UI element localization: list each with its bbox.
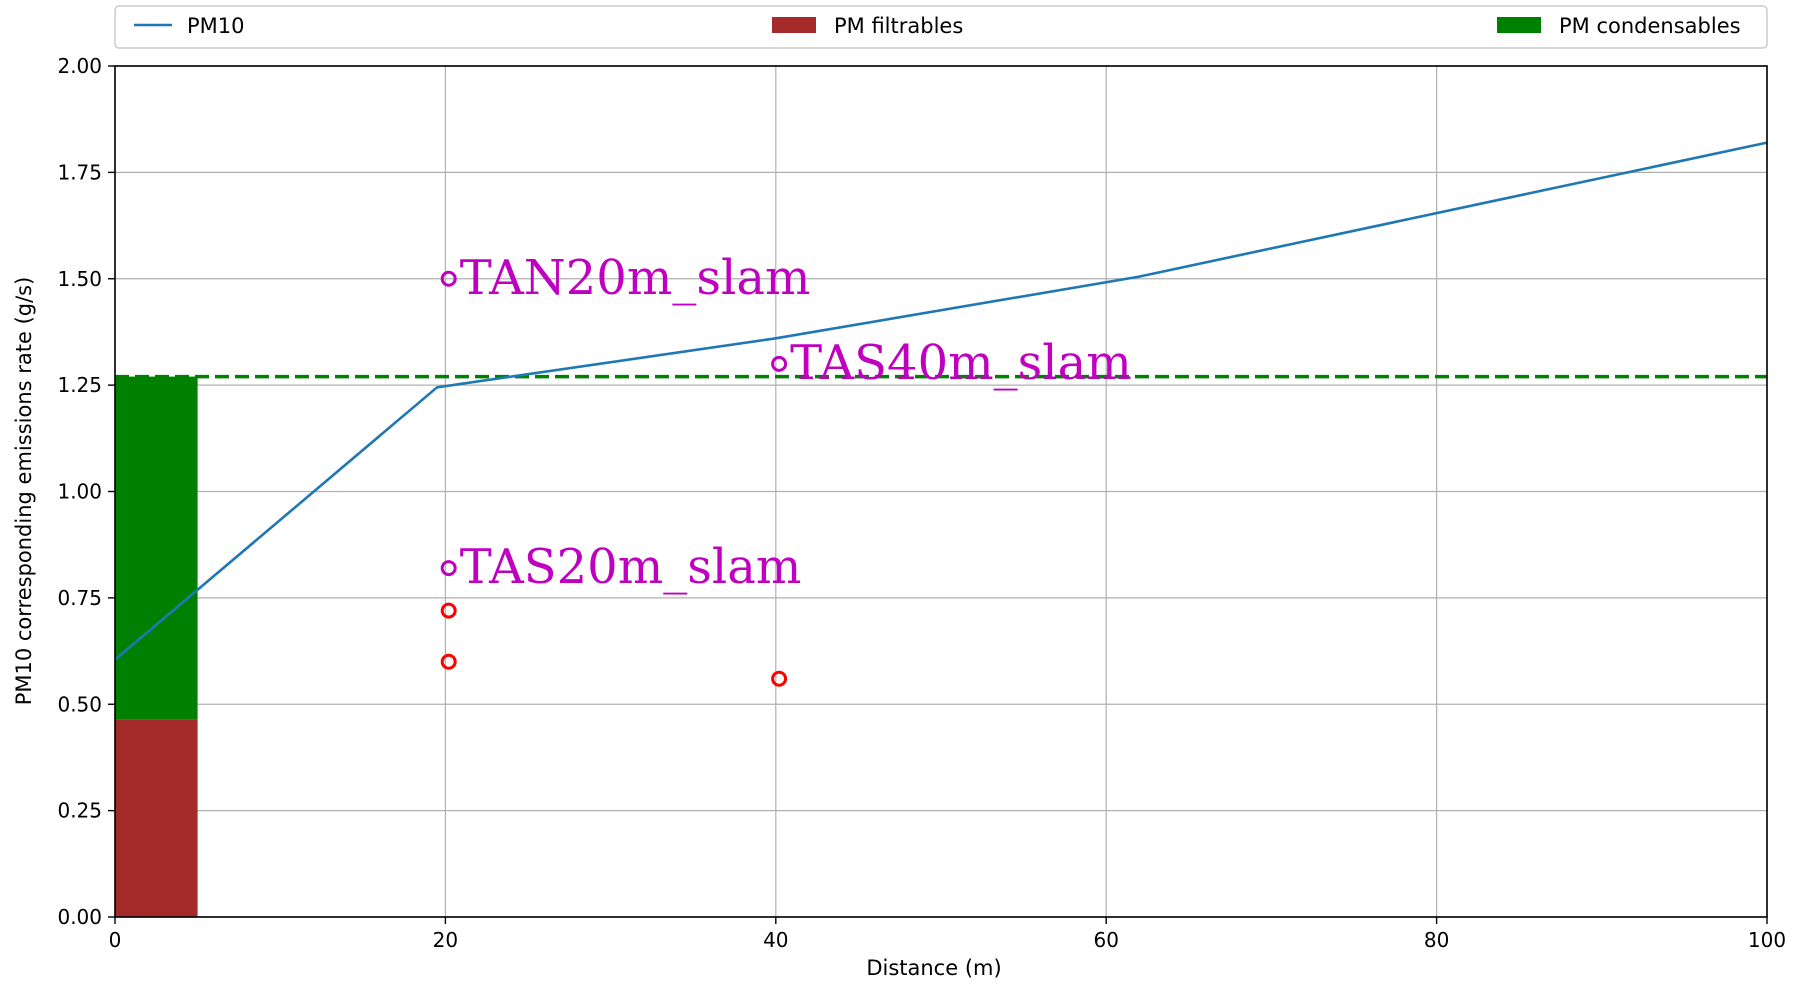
- x-tick-label-5: 100: [1748, 928, 1786, 952]
- annotation-label-1: TAS40m_slam: [790, 335, 1132, 391]
- legend-label-pm-filtrables: PM filtrables: [834, 14, 963, 38]
- legend-swatch-pm-filtrables: [772, 17, 816, 33]
- y-axis-label: PM10 corresponding emissions rate (g/s): [12, 277, 36, 706]
- y-tick-label-7: 1.75: [57, 160, 102, 184]
- bar-segment-pm-filtrables: [115, 719, 198, 917]
- y-tick-label-8: 2.00: [57, 54, 102, 78]
- y-tick-label-5: 1.25: [57, 373, 102, 397]
- legend-frame: [114, 5, 1768, 49]
- series-line-pm10: [114, 141, 1768, 661]
- annotated-point-0: [440, 270, 457, 287]
- x-tick-label-0: 0: [109, 928, 122, 952]
- legend-label-pm-condensables: PM condensables: [1559, 14, 1741, 38]
- annotation-label-0: TAN20m_slam: [460, 250, 811, 306]
- y-tick-label-6: 1.50: [57, 267, 102, 291]
- legend-label-pm10: PM10: [187, 14, 245, 38]
- legend: PM10 PM filtrables PM condensables: [114, 5, 1768, 49]
- bar-segment-pm-condensables: [115, 376, 198, 720]
- y-tick-label-3: 0.75: [57, 586, 102, 610]
- plot-area: TAN20m_slam TAS40m_slam TAS20m_slam 0 20 40 60…: [57, 54, 1786, 952]
- annotated-point-2: [440, 560, 457, 577]
- red-point-2: [771, 670, 788, 687]
- y-tick-label-2: 0.50: [57, 692, 102, 716]
- x-tick-label-2: 40: [763, 928, 788, 952]
- y-tick-label-4: 1.00: [57, 480, 102, 504]
- x-tick-label-4: 80: [1424, 928, 1449, 952]
- annotation-label-2: TAS20m_slam: [460, 539, 802, 595]
- legend-swatch-pm-condensables: [1497, 17, 1541, 33]
- annotated-point-1: [771, 355, 788, 372]
- red-point-1: [440, 653, 457, 670]
- red-point-0: [440, 602, 457, 619]
- x-axis-label: Distance (m): [866, 956, 1001, 980]
- x-tick-label-3: 60: [1093, 928, 1118, 952]
- y-tick-label-0: 0.00: [57, 905, 102, 929]
- y-tick-label-1: 0.25: [57, 799, 102, 823]
- x-tick-label-1: 20: [433, 928, 458, 952]
